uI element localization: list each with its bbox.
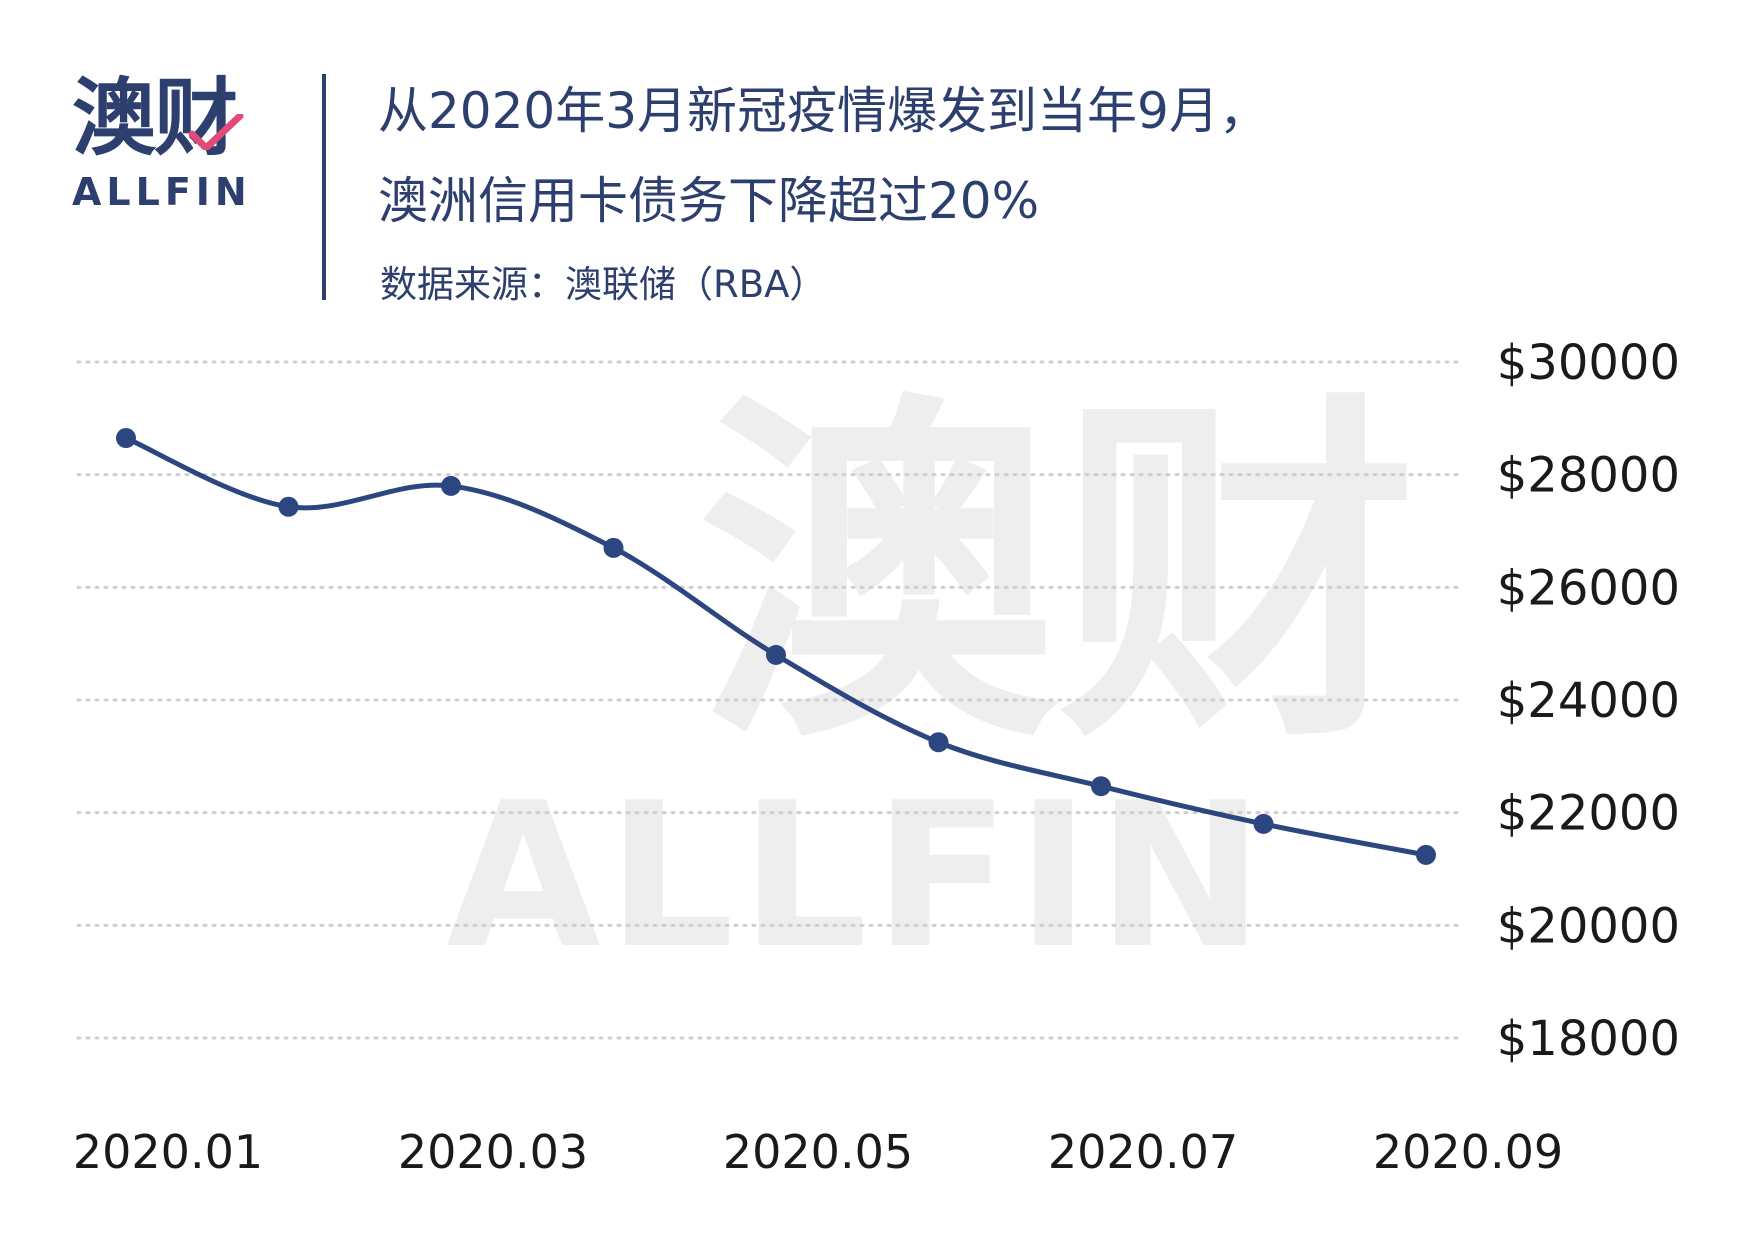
x-tick-label: 2020.03 (398, 1125, 588, 1179)
data-point (116, 428, 136, 449)
series-line (116, 428, 1436, 865)
data-point (278, 496, 299, 517)
chart-title: 从2020年3月新冠疫情爆发到当年9月， 澳洲信用卡债务下降超过20% (378, 66, 1269, 246)
data-point (1416, 844, 1436, 865)
y-tick-label: $30000 (1497, 335, 1680, 391)
y-tick-label: $20000 (1497, 898, 1680, 954)
y-tick-label: $24000 (1497, 673, 1680, 729)
x-axis-ticks: 2020.01 2020.03 2020.05 2020.07 2020.09 (73, 1125, 1563, 1179)
data-point (928, 732, 949, 753)
watermark-english: ALLFIN (446, 760, 1270, 993)
data-point (1091, 776, 1111, 797)
data-source: 数据来源：澳联储（RBA） (380, 263, 827, 306)
y-tick-label: $28000 (1497, 448, 1680, 504)
logo-checkmark-icon (188, 114, 244, 150)
gridlines (76, 360, 1464, 1040)
y-axis-ticks: $30000 $28000 $26000 $24000 $22000 $20000 $180… (1497, 335, 1680, 1067)
data-point (1253, 813, 1274, 834)
title-line-2: 澳洲信用卡债务下降超过20% (378, 172, 1040, 230)
watermark-chinese: 澳财 (698, 366, 1418, 785)
header-divider (322, 74, 326, 300)
x-tick-label: 2020.07 (1048, 1125, 1238, 1179)
y-tick-label: $18000 (1497, 1011, 1680, 1067)
y-tick-label: $22000 (1497, 786, 1680, 842)
title-line-1: 从2020年3月新冠疫情爆发到当年9月， (378, 82, 1269, 140)
data-point (766, 644, 786, 665)
x-tick-label: 2020.05 (723, 1125, 913, 1179)
x-tick-label: 2020.01 (73, 1125, 263, 1179)
x-tick-label: 2020.09 (1373, 1125, 1563, 1179)
data-point (603, 537, 624, 558)
data-point (441, 475, 461, 496)
logo-english-text: ALLFIN (72, 170, 252, 214)
watermark: 澳财 ALLFIN (446, 366, 1418, 993)
y-tick-label: $26000 (1497, 560, 1680, 616)
brand-logo: 澳财 ALLFIN (72, 72, 272, 214)
